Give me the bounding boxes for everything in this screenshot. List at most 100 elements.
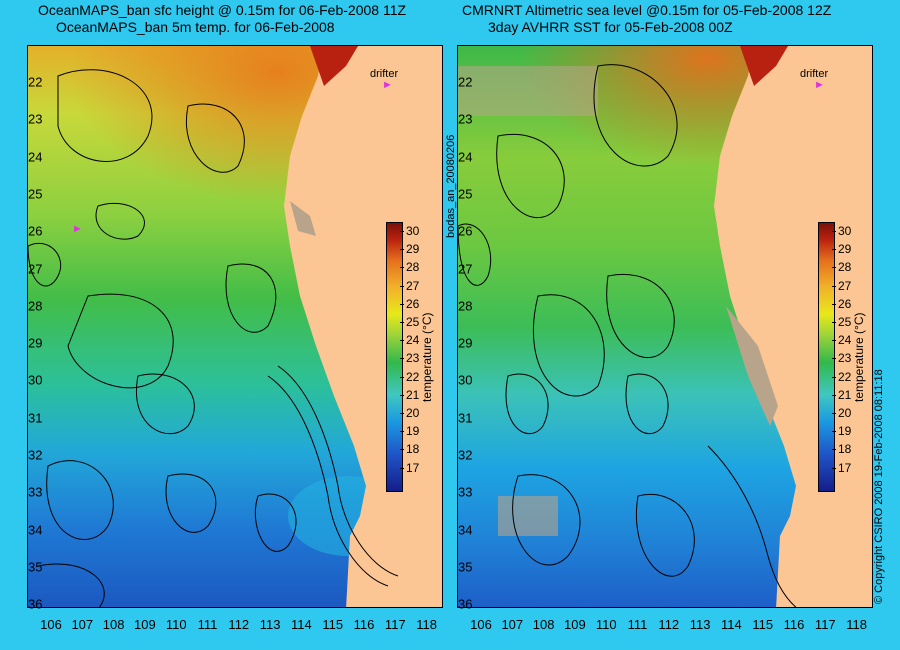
right-map-panel: drifter ► — [457, 45, 873, 608]
left-lon-tick: 118 — [416, 617, 437, 632]
right-lon-tick: 107 — [501, 617, 524, 632]
left-lon-tick: 111 — [197, 617, 218, 632]
left-lon-tick: 108 — [102, 617, 125, 632]
left-colorbar — [386, 222, 403, 492]
right-lon-tick: 108 — [532, 617, 555, 632]
left-colorbar-tickmark — [400, 449, 404, 451]
right-colorbar-tickmark — [832, 358, 836, 360]
right-lon-tick: 116 — [783, 617, 805, 632]
left-map-panel: drifter ► ► — [27, 45, 443, 608]
left-colorbar-tickmark — [400, 340, 404, 342]
right-colorbar-tick: 20 — [838, 406, 852, 420]
left-lon-tick: 106 — [40, 617, 62, 632]
right-colorbar-tick: 23 — [838, 351, 852, 366]
copyright-label: © Copyright CSIRO 2008 19-Feb-2008 08:11… — [873, 369, 885, 604]
left-lon-tick: 109 — [134, 617, 156, 632]
right-lon-tick: 117 — [814, 617, 836, 632]
left-map-image — [28, 46, 442, 607]
right-colorbar-tick: 17 — [838, 460, 852, 475]
left-colorbar-tickmark — [400, 413, 404, 414]
right-colorbar-tickmark — [832, 376, 836, 378]
left-colorbar-tick: 22 — [406, 369, 420, 384]
right-colorbar-tick: 27 — [838, 278, 852, 293]
right-colorbar-tick: 18 — [838, 442, 852, 457]
left-colorbar-tick: 21 — [406, 387, 420, 402]
left-lon-tick: 115 — [322, 617, 344, 632]
right-panel-title: CMRNRT Altimetric sea level @0.15m for 0… — [462, 2, 831, 36]
left-lon-tick: 116 — [353, 617, 375, 632]
right-colorbar — [818, 222, 835, 492]
right-lon-tick: 115 — [752, 617, 774, 632]
left-colorbar-tickmark — [400, 322, 404, 323]
right-colorbar-tick: 30 — [838, 224, 852, 238]
left-colorbar-tickmark — [400, 431, 404, 433]
right-colorbar-tickmark — [832, 340, 836, 342]
right-colorbar-tick: 21 — [838, 387, 852, 402]
right-lon-tick: 110 — [595, 617, 617, 632]
right-colorbar-tickmark — [832, 322, 836, 323]
right-lon-tick: 106 — [470, 617, 492, 632]
left-lon-tick: 113 — [259, 617, 281, 632]
right-colorbar-tick: 24 — [838, 333, 852, 348]
right-map-image — [458, 46, 872, 607]
left-side-label: bodas_an_20080206 — [445, 134, 457, 238]
left-drifter-track: ► — [72, 223, 83, 235]
right-colorbar-tickmark — [832, 303, 836, 305]
right-colorbar-tickmark — [832, 413, 836, 414]
right-colorbar-tick: 22 — [838, 369, 852, 384]
left-colorbar-tick: 20 — [406, 406, 420, 420]
left-panel-title: OceanMAPS_ban sfc height @ 0.15m for 06-… — [38, 2, 406, 36]
left-colorbar-tick: 27 — [406, 278, 420, 293]
left-drifter-label: drifter — [370, 68, 399, 80]
right-colorbar-tick: 26 — [838, 296, 852, 311]
left-colorbar-tick: 17 — [406, 460, 420, 475]
right-colorbar-tickmark — [832, 467, 836, 469]
left-colorbar-tickmark — [400, 376, 404, 378]
right-colorbar-tickmark — [832, 394, 836, 396]
right-drifter-marker: ► — [814, 79, 825, 91]
left-colorbar-tick: 29 — [406, 242, 420, 257]
right-lon-tick: 113 — [689, 617, 711, 632]
right-colorbar-tickmark — [832, 285, 836, 287]
left-colorbar-tickmark — [400, 285, 404, 287]
left-colorbar-label: temperature (°C) — [420, 312, 434, 403]
left-colorbar-tickmark — [400, 231, 404, 232]
left-lon-tick: 107 — [71, 617, 94, 632]
right-lon-tick: 109 — [564, 617, 586, 632]
right-colorbar-tickmark — [832, 449, 836, 451]
left-colorbar-tick: 30 — [406, 224, 420, 238]
left-colorbar-tick: 19 — [406, 424, 420, 439]
right-colorbar-tickmark — [832, 249, 836, 251]
left-colorbar-tick: 28 — [406, 260, 420, 275]
left-colorbar-tickmark — [400, 303, 404, 305]
right-lon-tick: 112 — [658, 617, 680, 632]
left-colorbar-tick: 25 — [406, 315, 420, 329]
left-title-line1: OceanMAPS_ban sfc height @ 0.15m for 06-… — [38, 2, 407, 18]
left-colorbar-tickmark — [400, 467, 404, 469]
left-colorbar-tickmark — [400, 358, 404, 360]
right-colorbar-tickmark — [832, 267, 836, 269]
right-lon-tick: 111 — [627, 617, 648, 632]
left-colorbar-tickmark — [400, 249, 404, 251]
right-title-line1: CMRNRT Altimetric sea level @0.15m for 0… — [462, 2, 832, 18]
right-lon-tick: 118 — [846, 617, 867, 632]
left-lon-tick: 117 — [384, 617, 406, 632]
left-colorbar-tick: 26 — [406, 296, 420, 311]
right-lon-tick: 114 — [721, 617, 742, 632]
left-lon-tick: 112 — [228, 617, 250, 632]
left-colorbar-tickmark — [400, 394, 404, 396]
left-lon-tick: 114 — [291, 617, 312, 632]
right-colorbar-tick: 25 — [838, 315, 852, 329]
right-colorbar-tick: 28 — [838, 260, 852, 275]
left-colorbar-tick: 24 — [406, 333, 420, 348]
left-colorbar-tickmark — [400, 267, 404, 269]
right-colorbar-tick: 19 — [838, 424, 852, 439]
right-colorbar-tick: 29 — [838, 242, 852, 257]
left-drifter-marker: ► — [382, 79, 393, 91]
right-drifter-label: drifter — [800, 68, 829, 80]
right-colorbar-tickmark — [832, 431, 836, 433]
right-colorbar-tickmark — [832, 231, 836, 232]
right-colorbar-label: temperature (°C) — [852, 312, 866, 403]
left-colorbar-tick: 18 — [406, 442, 420, 457]
left-lon-tick: 110 — [165, 617, 187, 632]
